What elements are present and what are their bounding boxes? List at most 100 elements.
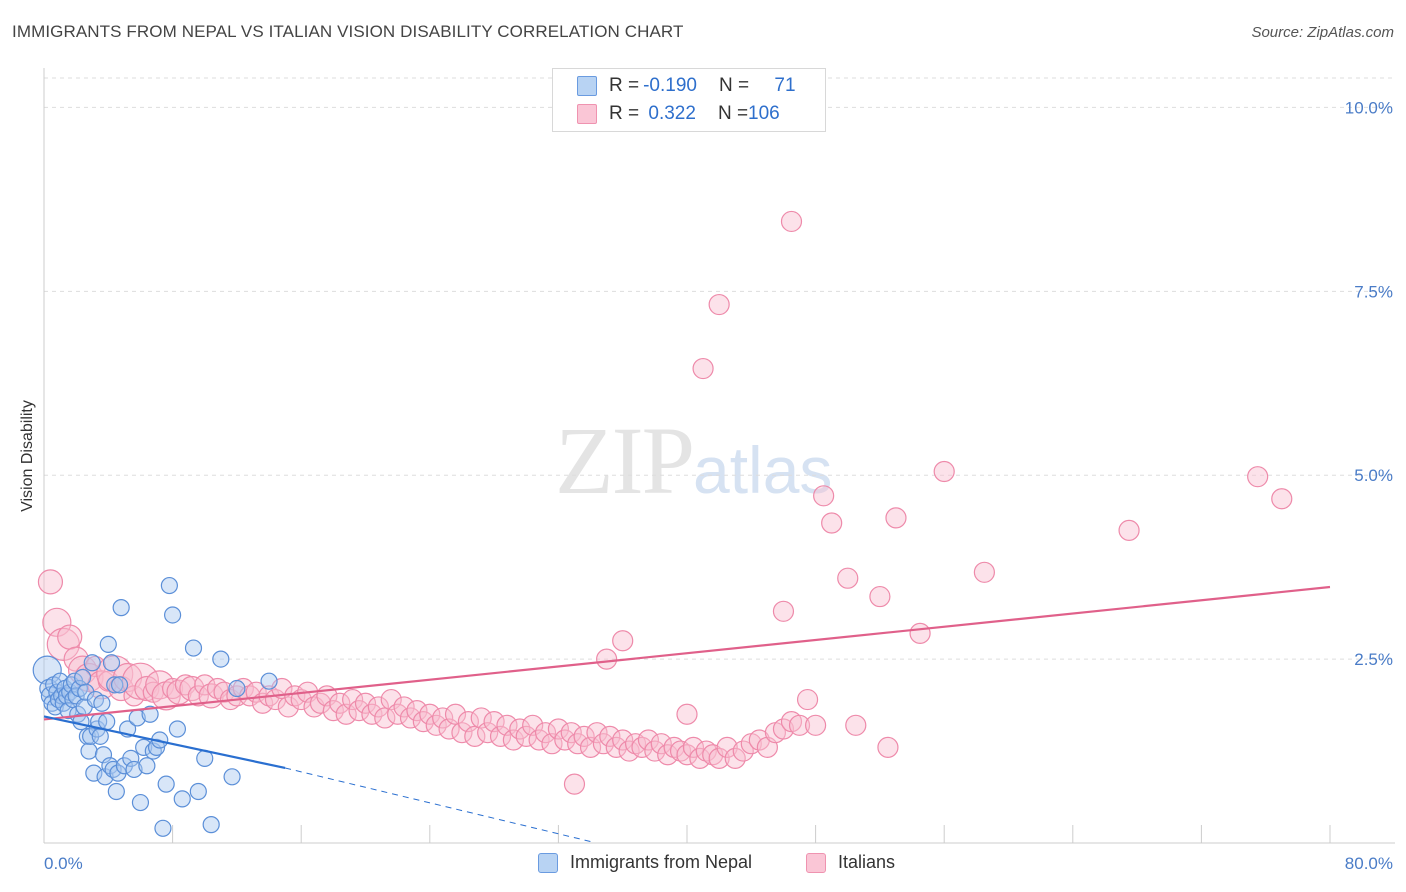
italians-point [502, 729, 524, 751]
chart-title: IMMIGRANTS FROM NEPAL VS ITALIAN VISION … [12, 22, 684, 41]
italians-point [845, 714, 867, 736]
italians-point [780, 210, 803, 233]
italians-point [187, 685, 209, 707]
nepal-point [223, 768, 241, 786]
source-label: Source: ZipAtlas.com [1251, 24, 1394, 41]
bottom-italians-label: Italians [838, 852, 896, 872]
italians-r-label: R = [609, 103, 640, 124]
nepal-point [138, 757, 156, 775]
italians-point [284, 685, 306, 707]
nepal-point [102, 654, 121, 672]
nepal-point [154, 819, 172, 837]
italians-point [877, 736, 899, 758]
nepal-point [141, 705, 159, 723]
italians-point [547, 718, 570, 740]
nepal-point [83, 654, 101, 672]
nepal-point [157, 775, 175, 793]
italians-point [676, 703, 698, 725]
italians-point [42, 607, 72, 637]
y-tick-label: 7.5% [1354, 282, 1393, 301]
italians-point [796, 688, 819, 711]
nepal-point [99, 635, 117, 653]
italians-points [37, 210, 1293, 795]
italians-point [612, 630, 634, 652]
italians-point [973, 561, 995, 583]
italians-r-value: 0.322 [643, 103, 696, 124]
legend-row-italians: R = 0.322 N = 106 [577, 101, 780, 127]
italians-point [804, 714, 827, 736]
nepal-n-label: N = [718, 75, 750, 96]
nepal-point [125, 760, 143, 779]
italians-point [869, 585, 891, 608]
italians-point [573, 725, 595, 747]
italians-point [477, 722, 499, 744]
italians-point [885, 507, 907, 529]
italians-point [599, 725, 621, 747]
nepal-n-value: 71 [769, 75, 796, 96]
bottom-italians-swatch [806, 852, 826, 873]
italians-point [393, 696, 415, 718]
grid-lines [44, 77, 1395, 660]
y-tick-label: 10.0% [1345, 98, 1393, 117]
legend-row-nepal: R = -0.190 N = 71 [577, 73, 796, 99]
trend-lines [43, 585, 1331, 843]
italians-point [624, 733, 647, 755]
italians-point [57, 624, 83, 650]
italians-point [637, 729, 660, 751]
italians-point [596, 648, 618, 670]
italians-point [682, 736, 705, 758]
italians-point [563, 773, 586, 795]
x-tick-label: 0.0% [44, 854, 83, 873]
italians-point [650, 733, 672, 755]
y-tick-label: 2.5% [1354, 650, 1393, 669]
x-tick-label: 80.0% [1345, 854, 1393, 873]
nepal-r-label: R = [609, 75, 640, 96]
italians-point [432, 707, 454, 729]
italians-point [277, 696, 299, 718]
italians-trend-line [43, 585, 1331, 721]
italians-point [708, 747, 730, 770]
italians-point [612, 729, 634, 751]
nepal-point [98, 713, 116, 731]
italians-point [329, 692, 351, 714]
italians-point [1271, 488, 1293, 510]
italians-point [772, 718, 795, 740]
nepal-point [112, 599, 130, 617]
nepal-point [131, 793, 150, 812]
axes [43, 68, 1395, 844]
italians-point [37, 569, 64, 595]
nepal-points [32, 576, 278, 837]
nepal-trend-extension [285, 767, 591, 843]
italians-point [489, 725, 512, 747]
nepal-point [80, 742, 98, 760]
italians-point [724, 747, 746, 770]
nepal-point [168, 720, 187, 738]
italians-point [1118, 519, 1140, 541]
nepal-point [85, 764, 103, 782]
italians-point [451, 722, 473, 744]
nepal-swatch [577, 76, 597, 96]
nepal-point [73, 668, 92, 687]
nepal-trend-line [43, 715, 286, 770]
bottom-legend-italians: Italians [806, 852, 895, 873]
nepal-point [106, 676, 124, 694]
italians-point [909, 622, 931, 644]
italians-point [367, 696, 389, 718]
italians-point [1247, 466, 1269, 488]
italians-point [716, 736, 738, 758]
tick-labels: 2.5% 5.0% 7.5% 10.0% 0.0% 80.0% [44, 98, 1393, 873]
nepal-point [260, 672, 278, 690]
nepal-point [122, 749, 140, 768]
nepal-point [189, 782, 207, 801]
italians-point [586, 722, 608, 744]
italians-point [692, 357, 714, 380]
italians-point [534, 722, 557, 744]
italians-point [821, 512, 843, 534]
y-tick-label: 5.0% [1354, 466, 1393, 485]
correlation-legend: R = -0.190 N = 71 R = 0.322 N = 106 [552, 68, 826, 132]
nepal-point [59, 701, 77, 720]
nepal-point [135, 738, 153, 756]
italians-point [813, 485, 835, 507]
italians-point [669, 740, 692, 762]
